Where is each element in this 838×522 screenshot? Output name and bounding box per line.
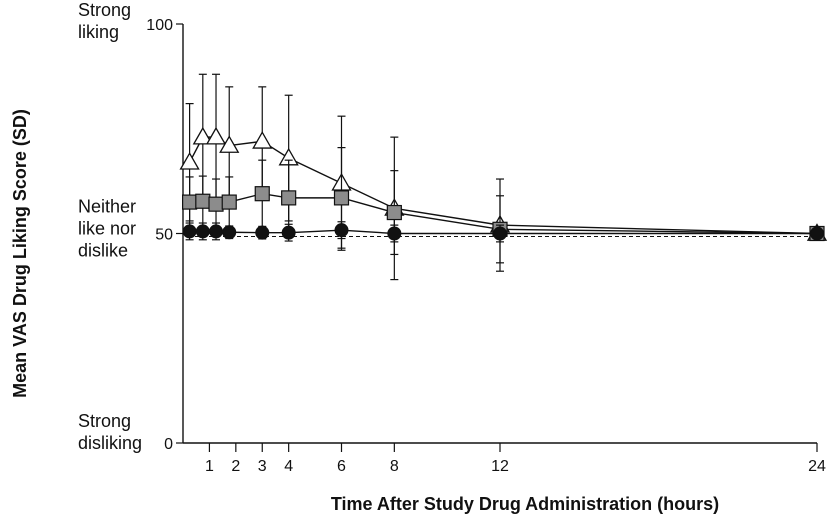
data-point: [192, 126, 213, 145]
data-point: [493, 226, 507, 241]
data-point: [386, 204, 402, 221]
series-circle: [182, 221, 824, 243]
y-axis-title: Mean VAS Drug Liking Score (SD): [10, 109, 30, 398]
x-tick-label: 3: [258, 458, 267, 475]
data-point: [221, 194, 237, 210]
data-point: [219, 135, 240, 153]
x-tick-label: 2: [231, 458, 240, 475]
data-point: [208, 196, 224, 212]
series-line: [188, 136, 818, 235]
data-point: [195, 224, 210, 239]
x-tick-label: 1: [205, 458, 214, 475]
series-square: [182, 147, 825, 264]
x-tick-label: 24: [808, 458, 826, 475]
y-annotation: Neither like nor dislike: [78, 197, 136, 261]
y-tick-label: 0: [164, 436, 173, 453]
data-point: [810, 226, 824, 241]
data-point: [254, 186, 270, 202]
data-point: [281, 190, 297, 206]
y-annotation: Strong liking: [78, 0, 131, 42]
data-point: [334, 223, 349, 238]
data-point: [195, 193, 211, 209]
data-point: [209, 224, 224, 239]
series-triangle: [179, 73, 828, 281]
x-tick-label: 6: [337, 458, 346, 475]
data-point: [252, 131, 273, 149]
data-point: [205, 126, 227, 145]
data-point: [281, 225, 296, 240]
x-tick-label: 8: [390, 458, 399, 475]
ticks: 1 2 3 4 6 8 12 24 0 50 100: [146, 17, 826, 475]
data-point: [182, 224, 197, 239]
y-tick-label: 100: [146, 17, 173, 34]
x-tick-label: 12: [491, 458, 509, 475]
data-point: [182, 194, 198, 210]
x-tick-label: 4: [284, 458, 293, 475]
data-point: [222, 225, 237, 240]
data-point: [333, 190, 350, 206]
y-tick-label: 50: [155, 227, 173, 244]
data-point: [255, 225, 270, 240]
y-annotations: Strong liking Neither like nor dislike Strong…: [78, 0, 142, 453]
series: [179, 73, 828, 281]
y-annotation: Strong disliking: [78, 411, 142, 453]
x-axis-title: Time After Study Drug Administration (ho…: [331, 494, 719, 514]
data-point: [387, 226, 402, 241]
data-point: [179, 151, 200, 170]
